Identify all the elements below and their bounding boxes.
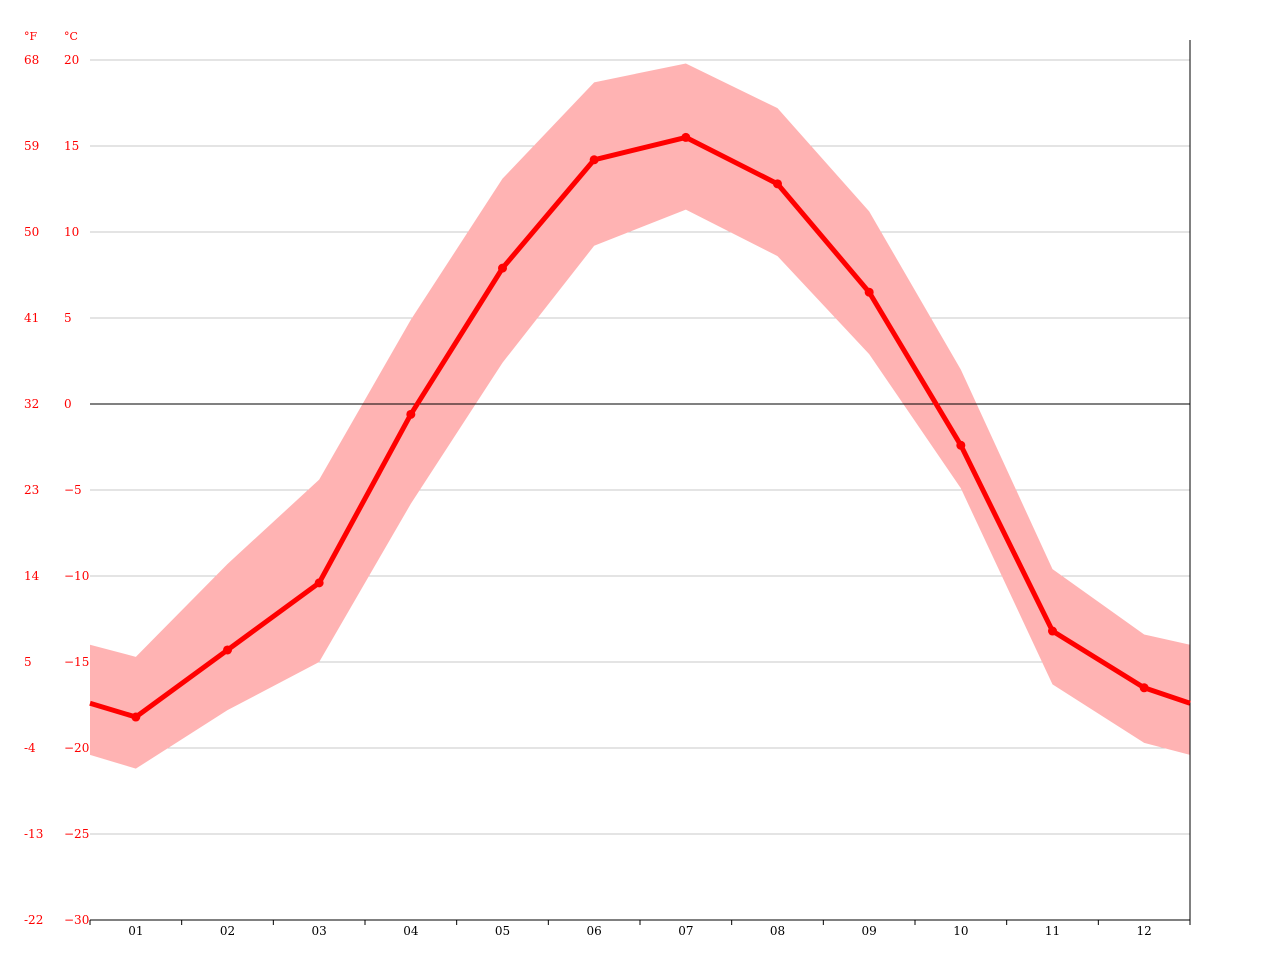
axis-labels: °F °C 68 20 59 15 50 10 41 5 32 0 23 −5 14 −10 5 −15 -4 −… <box>24 30 1152 938</box>
y-tick-label-celsius: 0 <box>64 397 72 411</box>
data-point <box>223 645 232 655</box>
x-tick-label: 08 <box>770 924 785 938</box>
y-tick-label-fahrenheit: -22 <box>24 913 43 927</box>
x-tick-label: 04 <box>403 924 419 938</box>
x-tick-label: 05 <box>495 924 510 938</box>
y-tick-label-celsius: 5 <box>64 311 72 325</box>
x-tick-label: 11 <box>1045 924 1060 938</box>
x-tick-label: 01 <box>128 924 143 938</box>
x-tick-label: 07 <box>678 924 693 938</box>
y-tick-label-celsius: −25 <box>64 827 89 841</box>
y-tick-label-fahrenheit: -13 <box>24 827 43 841</box>
celsius-unit-label: °C <box>64 30 78 43</box>
y-tick-label-fahrenheit: 14 <box>24 569 40 583</box>
y-tick-label-celsius: −30 <box>64 913 89 927</box>
y-tick-label-celsius: −15 <box>64 655 89 669</box>
data-point <box>681 132 691 142</box>
y-tick-label-fahrenheit: 23 <box>24 483 39 497</box>
y-tick-label-celsius: 10 <box>64 225 79 239</box>
y-tick-label-fahrenheit: 68 <box>24 53 39 67</box>
data-point <box>314 578 324 588</box>
y-tick-label-celsius: 15 <box>64 139 79 153</box>
temperature-range-band <box>90 63 1190 769</box>
y-tick-label-celsius: 20 <box>64 53 79 67</box>
y-tick-label-celsius: −20 <box>64 741 89 755</box>
data-point <box>1139 683 1149 693</box>
data-point <box>773 179 782 189</box>
y-tick-label-celsius: −5 <box>64 483 82 497</box>
x-tick-label: 02 <box>220 924 235 938</box>
x-tick-label: 10 <box>953 924 968 938</box>
y-tick-label-fahrenheit: 5 <box>24 655 32 669</box>
axes <box>89 40 1191 925</box>
y-tick-label-celsius: −10 <box>64 569 89 583</box>
data-point <box>1048 626 1057 636</box>
average-line-path <box>89 134 1191 720</box>
average-temperature-line <box>89 132 1191 722</box>
data-point <box>131 712 141 722</box>
x-tick-label: 03 <box>312 924 327 938</box>
y-tick-label-fahrenheit: 32 <box>24 397 39 411</box>
x-tick-label: 09 <box>862 924 877 938</box>
data-point <box>864 287 874 297</box>
fahrenheit-unit-label: °F <box>24 30 38 43</box>
x-tick-label: 06 <box>587 924 602 938</box>
y-tick-label-fahrenheit: 41 <box>24 311 39 325</box>
data-point <box>956 440 966 450</box>
y-tick-label-fahrenheit: -4 <box>24 741 36 755</box>
y-tick-label-fahrenheit: 50 <box>24 225 39 239</box>
min-max-range-area <box>90 63 1190 769</box>
y-tick-label-fahrenheit: 59 <box>24 139 39 153</box>
data-point <box>406 409 416 419</box>
data-point <box>498 263 507 273</box>
x-tick-label: 12 <box>1137 924 1152 938</box>
data-point <box>589 155 599 165</box>
